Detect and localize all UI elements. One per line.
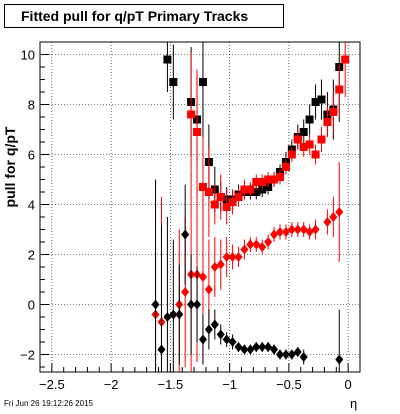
data-point-diamond (222, 252, 231, 262)
data-point-diamond (193, 299, 202, 310)
data-point-square (299, 128, 308, 136)
data-point-square (323, 118, 332, 126)
data-point-diamond (187, 299, 196, 310)
data-point-diamond (311, 224, 320, 235)
y-tick-label: 0 (28, 298, 35, 313)
x-tick-label: 0 (345, 377, 352, 392)
plot-frame (39, 41, 361, 373)
data-point-diamond (151, 299, 160, 310)
data-point-square (329, 108, 338, 116)
data-point-diamond (216, 329, 225, 340)
data-point-square (198, 183, 207, 191)
data-point-diamond (258, 342, 267, 352)
data-point-diamond (258, 242, 267, 252)
axes: −2.5 −2 −1.5 −1 −0.5 0 −2 0 2 4 6 8 10 (20, 41, 361, 392)
data-point-diamond (181, 287, 190, 297)
data-point-square (276, 173, 284, 181)
data-markers (151, 42, 350, 372)
data-point-diamond (293, 347, 302, 357)
data-point-square (305, 115, 314, 124)
data-point-diamond (198, 334, 207, 345)
timestamp: Fri Jun 26 19:12:26 2015 (4, 399, 93, 408)
data-point-diamond (276, 349, 284, 360)
data-point-square (317, 95, 326, 104)
data-point-square (187, 110, 196, 119)
data-point-diamond (276, 227, 284, 237)
data-point-diamond (169, 309, 178, 320)
data-point-square (281, 163, 290, 171)
data-point-diamond (335, 354, 344, 365)
data-point-diamond (228, 337, 237, 347)
data-point-square (252, 188, 261, 196)
data-point-diamond (323, 217, 332, 227)
data-point-diamond (252, 342, 261, 352)
data-point-square (264, 175, 273, 184)
y-tick-label: −2 (20, 348, 35, 363)
y-tick-label: 4 (28, 198, 35, 213)
data-point-square (305, 140, 314, 149)
data-point-diamond (246, 239, 255, 250)
data-point-square (198, 78, 207, 86)
y-tick-label: 6 (28, 148, 35, 163)
data-point-diamond (270, 344, 279, 355)
y-tick-label: 8 (28, 98, 35, 113)
data-point-diamond (264, 237, 273, 247)
data-point-diamond (234, 252, 243, 262)
data-point-diamond (204, 324, 213, 335)
data-point-square (234, 193, 243, 201)
data-point-square (210, 200, 219, 209)
data-point-diamond (198, 272, 207, 282)
data-point-square (270, 175, 279, 184)
data-point-square (287, 150, 296, 159)
data-point-square (317, 135, 326, 144)
data-point-diamond (240, 344, 249, 355)
data-point-square (252, 178, 261, 186)
x-tick-label: −2 (104, 377, 119, 392)
data-point-diamond (299, 352, 308, 362)
data-point-square (299, 143, 308, 151)
y-tick-label: 10 (21, 48, 35, 63)
data-point-square (293, 135, 302, 144)
x-tick-label: −1.5 (158, 377, 184, 392)
data-point-diamond (329, 212, 338, 222)
data-point-diamond (281, 349, 290, 360)
data-point-square (240, 185, 249, 194)
data-point-square (222, 203, 231, 211)
data-point-square (311, 150, 320, 159)
data-point-diamond (240, 244, 249, 255)
data-point-square (341, 55, 350, 64)
data-point-diamond (181, 229, 190, 240)
data-point-diamond (335, 207, 344, 217)
data-point-square (258, 178, 267, 186)
data-point-diamond (210, 319, 219, 330)
data-point-diamond (157, 344, 166, 355)
data-point-diamond (204, 284, 213, 295)
x-tick-label: −0.5 (276, 377, 302, 392)
data-point-square (335, 85, 344, 94)
data-point-square (246, 185, 255, 194)
x-tick-label: −1 (222, 377, 237, 392)
data-point-diamond (293, 224, 302, 235)
x-axis-label: η (350, 396, 358, 411)
data-point-diamond (216, 259, 225, 270)
data-point-square (193, 128, 202, 136)
data-point-square (228, 198, 237, 206)
data-point-square (204, 188, 213, 196)
data-point-diamond (287, 224, 296, 235)
y-tick-label: 2 (28, 248, 35, 263)
data-point-square (163, 55, 172, 64)
y-axis-label: pull for q/pT (2, 126, 18, 207)
chart-title: Fitted pull for q/pT Primary Tracks (4, 4, 284, 28)
data-point-diamond (228, 252, 237, 262)
data-point-square (311, 98, 320, 106)
data-point-square (169, 78, 178, 86)
data-point-diamond (175, 309, 184, 320)
data-point-square (216, 193, 225, 201)
x-tick-label: −2.5 (39, 377, 65, 392)
